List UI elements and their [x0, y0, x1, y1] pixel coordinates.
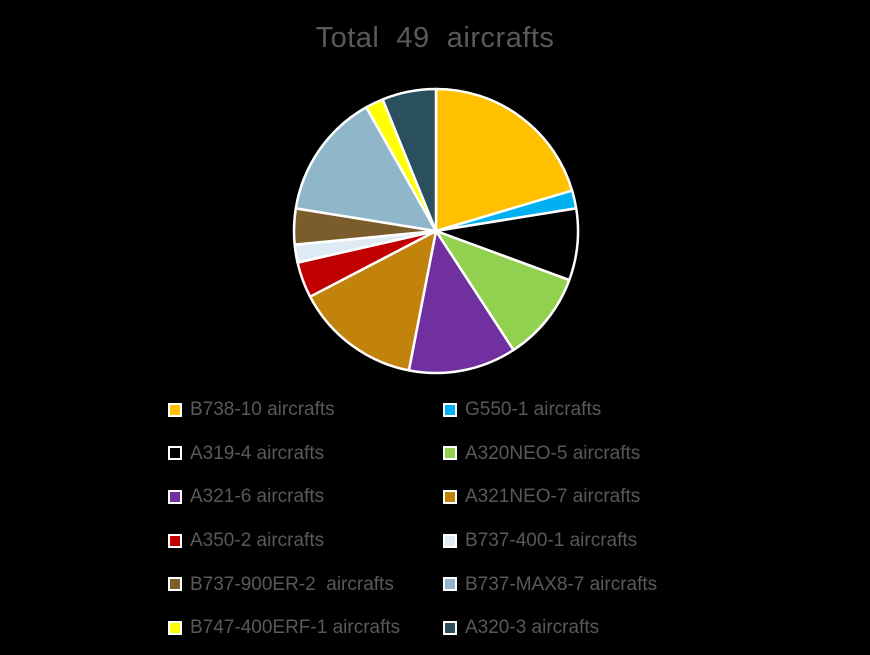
legend-swatch	[443, 402, 457, 417]
legend-item-a350: A350-2 aircrafts	[168, 531, 443, 550]
legend-swatch	[168, 533, 182, 548]
legend-label: A321NEO-7 aircrafts	[465, 486, 641, 508]
pie-slice-a321neo	[308, 229, 438, 372]
legend-label: G550-1 aircrafts	[465, 399, 602, 421]
legend-swatch	[443, 446, 457, 461]
legend-label: A320-3 aircrafts	[465, 617, 600, 639]
legend-swatch	[168, 402, 182, 417]
legend-item-b747-400erf: B747-400ERF-1 aircrafts	[168, 618, 443, 637]
legend-item-a319: A319-4 aircrafts	[168, 444, 443, 463]
legend-label: B737-MAX8-7 aircrafts	[465, 573, 658, 595]
legend-item-a320neo: A320NEO-5 aircrafts	[443, 444, 657, 463]
pie-chart	[292, 87, 580, 375]
legend-item-b737-900er: B737-900ER-2 aircrafts	[168, 575, 443, 594]
legend-swatch	[443, 489, 457, 504]
legend-label: B737-400-1 aircrafts	[465, 530, 638, 552]
pie-slice-a320neo	[434, 229, 571, 352]
legend-label: A319-4 aircrafts	[190, 442, 325, 464]
pie-slice-a321	[407, 229, 515, 375]
chart-title: Total 49 aircrafts	[315, 22, 555, 54]
legend-swatch	[168, 489, 182, 504]
chart-legend: B738-10 aircrafts G550-1 aircrafts A319-…	[168, 388, 657, 650]
legend-label: B737-900ER-2 aircrafts	[190, 573, 394, 595]
legend-item-a320: A320-3 aircrafts	[443, 618, 657, 637]
legend-label: B747-400ERF-1 aircrafts	[190, 617, 401, 639]
legend-item-a321: A321-6 aircrafts	[168, 487, 443, 506]
legend-item-b738: B738-10 aircrafts	[168, 400, 443, 419]
legend-label: A350-2 aircrafts	[190, 530, 325, 552]
legend-swatch	[443, 533, 457, 548]
legend-swatch	[443, 577, 457, 592]
legend-label: B738-10 aircrafts	[190, 399, 335, 421]
pie-slice-b737-max8	[294, 106, 438, 233]
legend-label: A320NEO-5 aircrafts	[465, 442, 641, 464]
pie-slice-a320	[381, 87, 438, 233]
legend-swatch	[168, 620, 182, 635]
legend-swatch	[443, 620, 457, 635]
legend-swatch	[168, 577, 182, 592]
pie-slice-b738	[434, 87, 574, 233]
legend-item-a321neo: A321NEO-7 aircrafts	[443, 487, 657, 506]
legend-item-b737-max8: B737-MAX8-7 aircrafts	[443, 575, 657, 594]
legend-swatch	[168, 446, 182, 461]
legend-item-b737-400: B737-400-1 aircrafts	[443, 531, 657, 550]
legend-label: A321-6 aircrafts	[190, 486, 325, 508]
legend-item-g550: G550-1 aircrafts	[443, 400, 657, 419]
